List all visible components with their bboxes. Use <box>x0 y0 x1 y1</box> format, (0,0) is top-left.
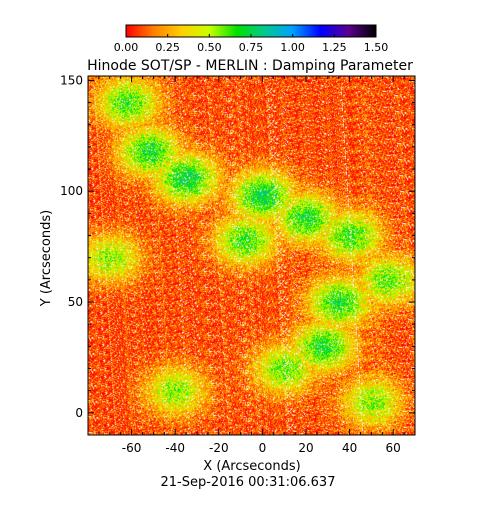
y-axis-label: Y (Arcseconds) <box>39 210 54 307</box>
y-tick-label: 100 <box>60 184 83 198</box>
colorbar-tick-label: 0.50 <box>197 41 222 54</box>
chart-title: Hinode SOT/SP - MERLIN : Damping Paramet… <box>87 58 413 74</box>
y-tick-label: 50 <box>68 295 83 309</box>
x-tick-label: -60 <box>122 441 142 455</box>
y-tick-label: 150 <box>60 73 83 87</box>
colorbar-tick-label: 1.25 <box>322 41 347 54</box>
x-tick-label: 60 <box>386 441 401 455</box>
x-tick-label: 40 <box>342 441 357 455</box>
colorbar-tick-label: 1.00 <box>280 41 305 54</box>
colorbar-tick-label: 0.75 <box>239 41 264 54</box>
x-tick-label: 20 <box>298 441 313 455</box>
colorbar-tick-label: 0.00 <box>114 41 139 54</box>
x-tick-label: -20 <box>209 441 229 455</box>
x-tick-label: 0 <box>259 441 267 455</box>
x-axis-label: X (Arcseconds) <box>203 459 300 474</box>
axes: -60 -40 -20 0 20 40 60 0 50 100 150 <box>60 73 416 455</box>
y-tick-label: 0 <box>75 406 83 420</box>
colorbar-tick-label: 0.25 <box>155 41 180 54</box>
x-tick-label: -40 <box>165 441 185 455</box>
map-image <box>88 76 415 435</box>
colorbar-tick-label: 1.50 <box>364 41 389 54</box>
timestamp: 21-Sep-2016 00:31:06.637 <box>161 475 336 490</box>
colorbar-ticks: 0.00 0.25 0.50 0.75 1.00 1.25 1.50 <box>114 34 389 54</box>
